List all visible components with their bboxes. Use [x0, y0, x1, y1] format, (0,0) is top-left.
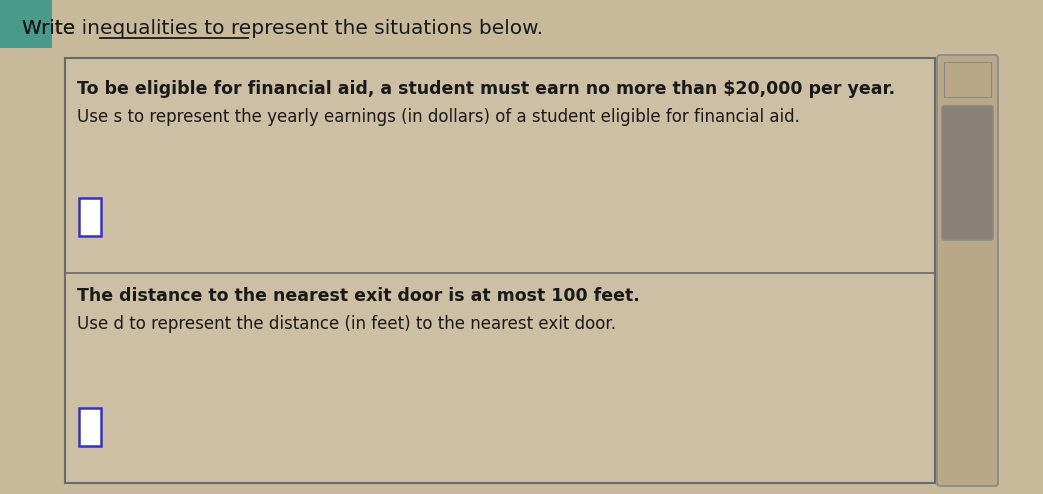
FancyBboxPatch shape: [65, 58, 935, 483]
FancyBboxPatch shape: [79, 408, 101, 446]
FancyBboxPatch shape: [79, 198, 101, 236]
FancyBboxPatch shape: [942, 106, 993, 240]
Text: The distance to the nearest exit door is at most 100 feet.: The distance to the nearest exit door is…: [77, 287, 639, 305]
Text: Write inequalities to represent the situations below.: Write inequalities to represent the situ…: [22, 18, 543, 38]
FancyBboxPatch shape: [0, 0, 52, 48]
Text: Use d to represent the distance (in feet) to the nearest exit door.: Use d to represent the distance (in feet…: [77, 315, 616, 333]
Text: Use s to represent the yearly earnings (in dollars) of a student eligible for fi: Use s to represent the yearly earnings (…: [77, 108, 800, 126]
FancyBboxPatch shape: [944, 62, 991, 97]
FancyBboxPatch shape: [937, 55, 998, 486]
Text: Write: Write: [22, 18, 81, 38]
Text: To be eligible for financial aid, a student must earn no more than $20,000 per y: To be eligible for financial aid, a stud…: [77, 80, 895, 98]
